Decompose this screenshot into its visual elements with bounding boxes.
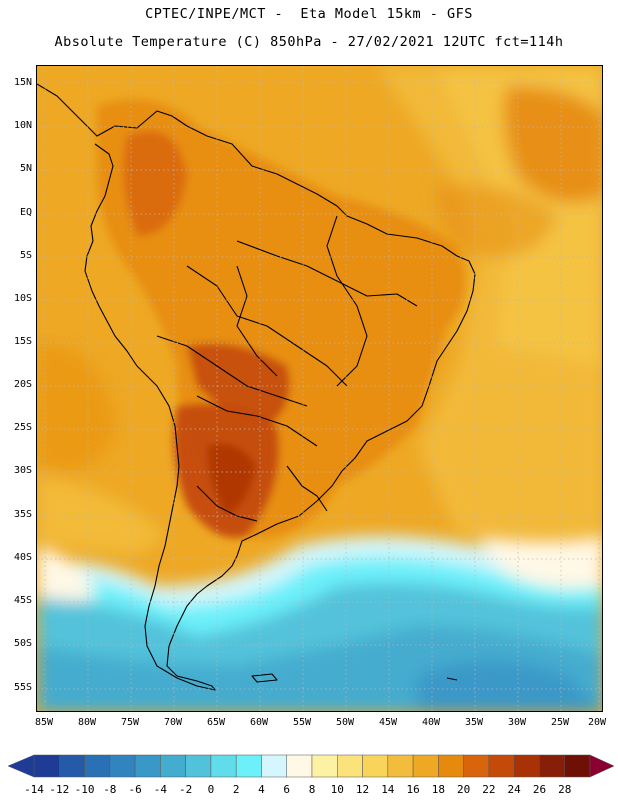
lon-label-55w: 55W: [292, 717, 312, 728]
lon-label-50w: 50W: [335, 717, 355, 728]
colorbar-tick-label: -12: [49, 783, 70, 796]
temperature-map: [36, 65, 603, 712]
colorbar-swatch: [438, 754, 464, 778]
lat-label-15n: 15N: [13, 77, 32, 88]
lat-label-45s: 45S: [13, 595, 32, 606]
map-canvas: [37, 66, 602, 711]
colorbar-tick-label: -8: [103, 783, 117, 796]
chart-title-line2: Absolute Temperature (C) 850hPa - 27/02/…: [54, 34, 564, 50]
lat-label-10s: 10S: [13, 293, 32, 304]
lat-label-5n: 5N: [19, 163, 32, 174]
colorbar-tick-label: 6: [283, 783, 291, 796]
lon-label-30w: 30W: [507, 717, 527, 728]
lon-label-45w: 45W: [378, 717, 398, 728]
lat-label-30s: 30S: [13, 465, 32, 476]
colorbar-swatch: [539, 754, 565, 778]
colorbar-tick-label: -14: [24, 783, 44, 796]
colorbar-swatch: [59, 754, 85, 778]
colorbar-arrow-right: [589, 754, 615, 778]
lon-label-25w: 25W: [550, 717, 570, 728]
colorbar-swatch: [160, 754, 186, 778]
colorbar-swatch: [387, 754, 414, 778]
lat-label-55s: 55S: [13, 682, 32, 693]
lon-label-35w: 35W: [464, 717, 484, 728]
colorbar-swatch: [261, 754, 287, 778]
colorbar-tick-label: 12: [355, 783, 370, 796]
colorbar-swatch: [488, 754, 515, 778]
colorbar-tick-label: 14: [381, 783, 395, 796]
lat-label-15s: 15S: [13, 336, 32, 347]
colorbar-swatch: [311, 754, 338, 778]
colorbar-tick-label: 18: [431, 783, 445, 796]
colorbar-tick-label: 8: [308, 783, 316, 796]
colorbar-arrow-left: [7, 754, 35, 778]
colorbar-swatch: [463, 754, 490, 778]
chart-title-line1: CPTEC/INPE/MCT - Eta Model 15km - GFS: [145, 6, 473, 22]
colorbar-swatch: [84, 754, 111, 778]
colorbar: [7, 754, 615, 778]
colorbar-swatch: [109, 754, 136, 778]
colorbar-tick-label: -6: [128, 783, 142, 796]
colorbar-tick-label: 24: [507, 783, 521, 796]
lon-label-70w: 70W: [163, 717, 183, 728]
colorbar-tick-label: 0: [207, 783, 215, 796]
colorbar-tick-label: -10: [74, 783, 95, 796]
lon-label-60w: 60W: [249, 717, 269, 728]
lat-label-40s: 40S: [13, 552, 32, 563]
colorbar-tick-label: 2: [232, 783, 240, 796]
lon-label-20w: 20W: [587, 717, 607, 728]
colorbar-swatch: [33, 754, 60, 778]
lat-label-10n: 10N: [13, 120, 32, 131]
colorbar-swatch: [134, 754, 161, 778]
colorbar-swatch: [362, 754, 389, 778]
colorbar-swatch: [337, 754, 363, 778]
colorbar-tick-label: 26: [532, 783, 547, 796]
colorbar-swatch: [235, 754, 262, 778]
lat-label-20s: 20S: [13, 379, 32, 390]
colorbar-swatch: [564, 754, 591, 778]
colorbar-swatch: [412, 754, 439, 778]
coastline: [37, 83, 476, 691]
colorbar-tick-label: 10: [330, 783, 344, 796]
colorbar-tick-label: 22: [482, 783, 496, 796]
lon-label-85w: 85W: [34, 717, 54, 728]
lat-label-eq: EQ: [19, 207, 32, 218]
lat-label-25s: 25S: [13, 422, 32, 433]
colorbar-tick-label: 20: [457, 783, 471, 796]
lat-label-35s: 35S: [13, 509, 32, 520]
lon-label-75w: 75W: [120, 717, 140, 728]
colorbar-tick-label: 4: [258, 783, 265, 796]
lon-label-65w: 65W: [206, 717, 226, 728]
colorbar-swatch: [286, 754, 313, 778]
lat-label-50s: 50S: [13, 638, 32, 649]
lon-label-80w: 80W: [77, 717, 97, 728]
colorbar-tick-label: 16: [406, 783, 420, 796]
colorbar-swatch: [513, 754, 540, 778]
colorbar-swatch: [185, 754, 212, 778]
gridlines: [37, 66, 602, 711]
colorbar-tick-label: 28: [558, 783, 572, 796]
colorbar-tick-label: -4: [153, 783, 167, 796]
lon-label-40w: 40W: [421, 717, 441, 728]
colorbar-swatch: [210, 754, 237, 778]
lat-label-5s: 5S: [19, 250, 32, 261]
colorbar-tick-label: -2: [179, 783, 193, 796]
